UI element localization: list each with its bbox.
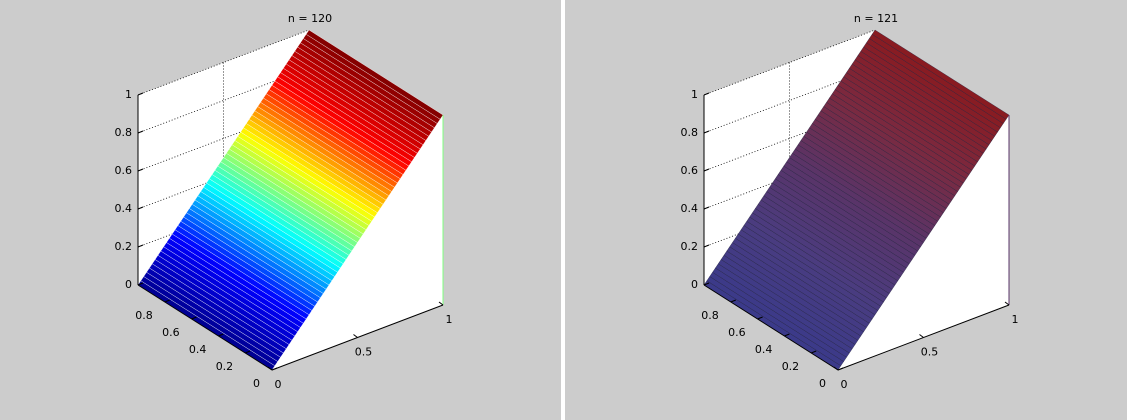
grid-line xyxy=(703,181,876,248)
grid-line xyxy=(703,105,876,172)
x-tick-label: 1 xyxy=(1012,313,1019,326)
grid-line xyxy=(703,29,876,96)
grid-line xyxy=(703,67,876,134)
z-tick xyxy=(703,92,710,96)
x-tick xyxy=(833,366,839,371)
x-tick-label: 0.5 xyxy=(355,346,373,359)
axis-line xyxy=(137,284,273,371)
z-tick-label: 0.2 xyxy=(115,240,133,253)
x-tick xyxy=(919,334,924,338)
z-tick-label: 0 xyxy=(691,278,698,291)
z-tick xyxy=(137,206,144,210)
z-tick-label: 0.8 xyxy=(115,126,133,139)
x-tick xyxy=(438,301,444,306)
y-tick-label: 0 xyxy=(819,377,826,390)
z-tick-label: 0.4 xyxy=(681,202,699,215)
y-tick-label: 0.8 xyxy=(701,309,719,322)
axis-line xyxy=(703,284,839,371)
surface-strip xyxy=(305,29,444,120)
y-tick-label: 0 xyxy=(253,377,260,390)
z-tick-label: 0.8 xyxy=(681,126,699,139)
y-tick-label: 0.2 xyxy=(216,360,234,373)
z-tick-label: 0.2 xyxy=(681,240,699,253)
y-tick-label: 0.2 xyxy=(782,360,800,373)
surface-strip xyxy=(871,29,1010,120)
x-tick-label: 0.5 xyxy=(921,346,939,359)
x-tick xyxy=(353,334,358,338)
chart-title: n = 120 xyxy=(288,12,332,25)
x-tick-label: 0 xyxy=(275,378,282,391)
y-tick-label: 0.4 xyxy=(755,343,773,356)
z-tick xyxy=(703,168,710,172)
z-tick xyxy=(137,244,144,248)
chart-title: n = 121 xyxy=(854,12,898,25)
z-tick xyxy=(703,130,710,134)
grid-line xyxy=(137,105,310,172)
y-tick-label: 0.6 xyxy=(162,326,180,339)
grid-line xyxy=(137,181,310,248)
y-tick-label: 0.4 xyxy=(189,343,207,356)
grid-line xyxy=(137,143,310,210)
x-tick-label: 1 xyxy=(446,313,453,326)
z-tick xyxy=(703,244,710,248)
z-tick xyxy=(703,282,710,286)
z-tick-label: 0.4 xyxy=(115,202,133,215)
y-tick xyxy=(245,350,251,354)
y-tick xyxy=(271,367,278,371)
y-tick xyxy=(811,350,817,354)
y-tick xyxy=(784,333,790,337)
y-tick xyxy=(218,333,224,337)
y-tick xyxy=(757,316,763,320)
grid-line xyxy=(137,67,310,134)
separator xyxy=(561,0,565,420)
y-tick-label: 0.6 xyxy=(728,326,746,339)
z-tick xyxy=(137,130,144,134)
y-tick-label: 0.8 xyxy=(135,309,153,322)
x-tick xyxy=(1004,301,1010,306)
y-tick xyxy=(164,299,170,303)
grid-line xyxy=(703,143,876,210)
grid-line xyxy=(137,29,310,96)
z-tick xyxy=(137,168,144,172)
z-tick xyxy=(137,282,144,286)
z-tick-label: 0.6 xyxy=(115,164,133,177)
y-tick xyxy=(837,367,844,371)
y-tick xyxy=(191,316,197,320)
z-tick-label: 1 xyxy=(125,88,132,101)
z-tick xyxy=(137,92,144,96)
z-tick-label: 0 xyxy=(125,278,132,291)
y-tick xyxy=(730,299,736,303)
z-tick-label: 0.6 xyxy=(681,164,699,177)
x-tick xyxy=(267,366,273,371)
x-tick-label: 0 xyxy=(841,378,848,391)
z-tick-label: 1 xyxy=(691,88,698,101)
z-tick xyxy=(703,206,710,210)
